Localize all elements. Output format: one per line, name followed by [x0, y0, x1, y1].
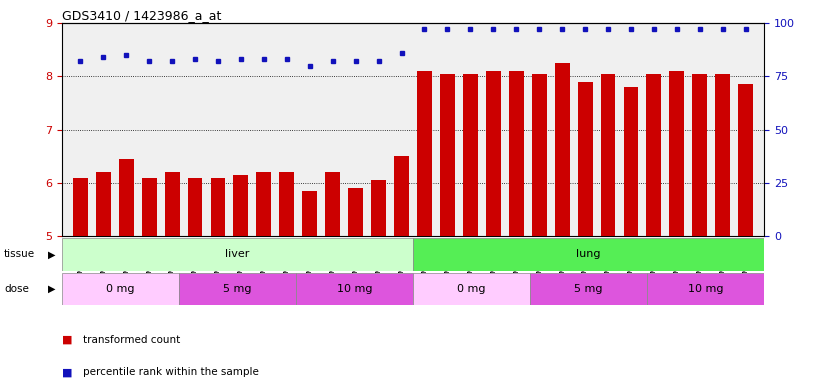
Bar	[394, 156, 409, 236]
Bar	[647, 273, 764, 305]
Bar	[164, 172, 179, 236]
Text: ■: ■	[62, 335, 73, 345]
Text: GDS3410 / 1423986_a_at: GDS3410 / 1423986_a_at	[62, 9, 221, 22]
Bar	[532, 74, 547, 236]
Bar	[692, 74, 707, 236]
Text: tissue: tissue	[4, 249, 36, 260]
Text: 0 mg: 0 mg	[107, 284, 135, 294]
Bar	[624, 87, 638, 236]
Text: ▶: ▶	[48, 249, 56, 260]
Bar	[413, 238, 764, 271]
Bar	[486, 71, 501, 236]
Bar	[440, 74, 455, 236]
Bar	[211, 177, 225, 236]
Bar	[371, 180, 386, 236]
Bar	[349, 188, 363, 236]
Bar	[256, 172, 271, 236]
Text: 5 mg: 5 mg	[223, 284, 252, 294]
Bar	[463, 74, 477, 236]
Text: 10 mg: 10 mg	[688, 284, 724, 294]
Text: percentile rank within the sample: percentile rank within the sample	[83, 367, 259, 377]
Text: dose: dose	[4, 284, 29, 294]
Bar	[417, 71, 432, 236]
Text: 0 mg: 0 mg	[458, 284, 486, 294]
Bar	[601, 74, 615, 236]
Bar	[179, 273, 296, 305]
Bar	[738, 84, 753, 236]
Bar	[715, 74, 730, 236]
Text: 5 mg: 5 mg	[574, 284, 603, 294]
Bar	[62, 273, 179, 305]
Bar	[669, 71, 684, 236]
Text: 10 mg: 10 mg	[337, 284, 373, 294]
Bar	[555, 63, 570, 236]
Bar	[62, 238, 413, 271]
Text: ■: ■	[62, 367, 73, 377]
Text: liver: liver	[225, 249, 249, 260]
Text: transformed count: transformed count	[83, 335, 180, 345]
Bar	[577, 82, 592, 236]
Bar	[302, 191, 317, 236]
Bar	[413, 273, 530, 305]
Bar	[296, 273, 413, 305]
Bar	[234, 175, 249, 236]
Bar	[188, 177, 202, 236]
Bar	[119, 159, 134, 236]
Bar	[509, 71, 524, 236]
Text: ▶: ▶	[48, 284, 56, 294]
Bar	[142, 177, 157, 236]
Bar	[73, 177, 88, 236]
Bar	[530, 273, 647, 305]
Text: lung: lung	[577, 249, 601, 260]
Bar	[279, 172, 294, 236]
Bar	[96, 172, 111, 236]
Bar	[647, 74, 662, 236]
Bar	[325, 172, 340, 236]
